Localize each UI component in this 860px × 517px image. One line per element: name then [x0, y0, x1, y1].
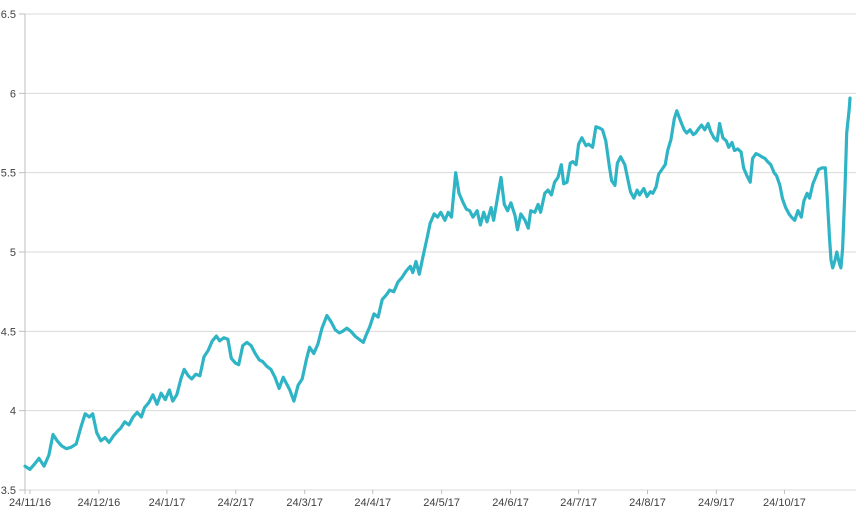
y-tick-label: 6	[10, 88, 16, 100]
x-tick-label: 24/4/17	[354, 497, 391, 509]
y-tick-label: 4	[10, 406, 16, 418]
x-tick-label: 24/11/16	[9, 497, 51, 509]
x-tick-label: 24/8/17	[629, 497, 666, 509]
x-tick-label: 24/5/17	[423, 497, 460, 509]
x-tick-label: 24/12/16	[77, 497, 120, 509]
x-tick-label: 24/6/17	[492, 497, 529, 509]
y-tick-label: 3.5	[1, 485, 16, 497]
x-tick-label: 24/9/17	[698, 497, 735, 509]
y-tick-label: 5.5	[1, 168, 16, 180]
y-tick-label: 5	[10, 247, 16, 259]
x-tick-label: 24/1/17	[149, 497, 186, 509]
data-line	[23, 96, 852, 471]
x-tick-label: 24/7/17	[560, 497, 597, 509]
y-tick-label: 6.5	[1, 9, 16, 21]
y-tick-label: 4.5	[1, 326, 16, 338]
x-tick-label: 24/10/17	[763, 497, 806, 509]
x-tick-label: 24/3/17	[286, 497, 323, 509]
x-tick-label: 24/2/17	[217, 497, 254, 509]
